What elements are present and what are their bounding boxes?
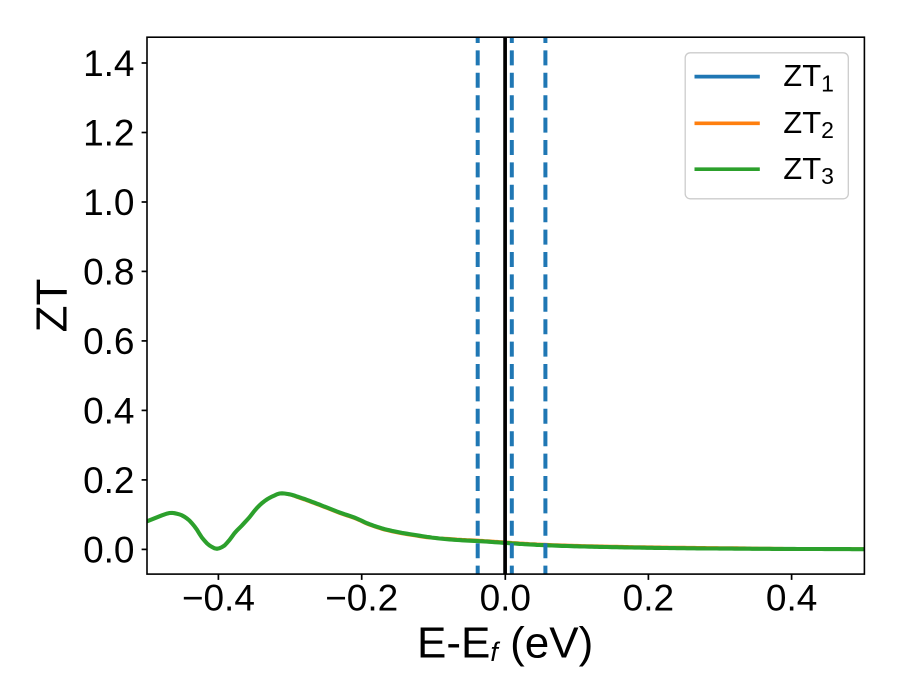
- svg-text:0.2: 0.2: [83, 460, 134, 501]
- svg-text:0.4: 0.4: [83, 390, 134, 431]
- svg-text:0.2: 0.2: [623, 578, 674, 619]
- svg-text:ZT: ZT: [27, 279, 76, 333]
- svg-text:1.4: 1.4: [83, 43, 134, 84]
- svg-text:1.2: 1.2: [83, 113, 134, 154]
- svg-text:0.4: 0.4: [766, 578, 817, 619]
- svg-text:0.0: 0.0: [83, 529, 134, 570]
- svg-text:−0.2: −0.2: [325, 578, 398, 619]
- svg-text:0.8: 0.8: [83, 251, 134, 292]
- svg-text:ZT2: ZT2: [783, 105, 834, 143]
- svg-text:E-Ef (eV): E-Ef (eV): [417, 618, 593, 667]
- svg-text:0.0: 0.0: [480, 578, 531, 619]
- svg-text:0.6: 0.6: [83, 321, 134, 362]
- svg-text:−0.4: −0.4: [182, 578, 255, 619]
- svg-text:1.0: 1.0: [83, 182, 134, 223]
